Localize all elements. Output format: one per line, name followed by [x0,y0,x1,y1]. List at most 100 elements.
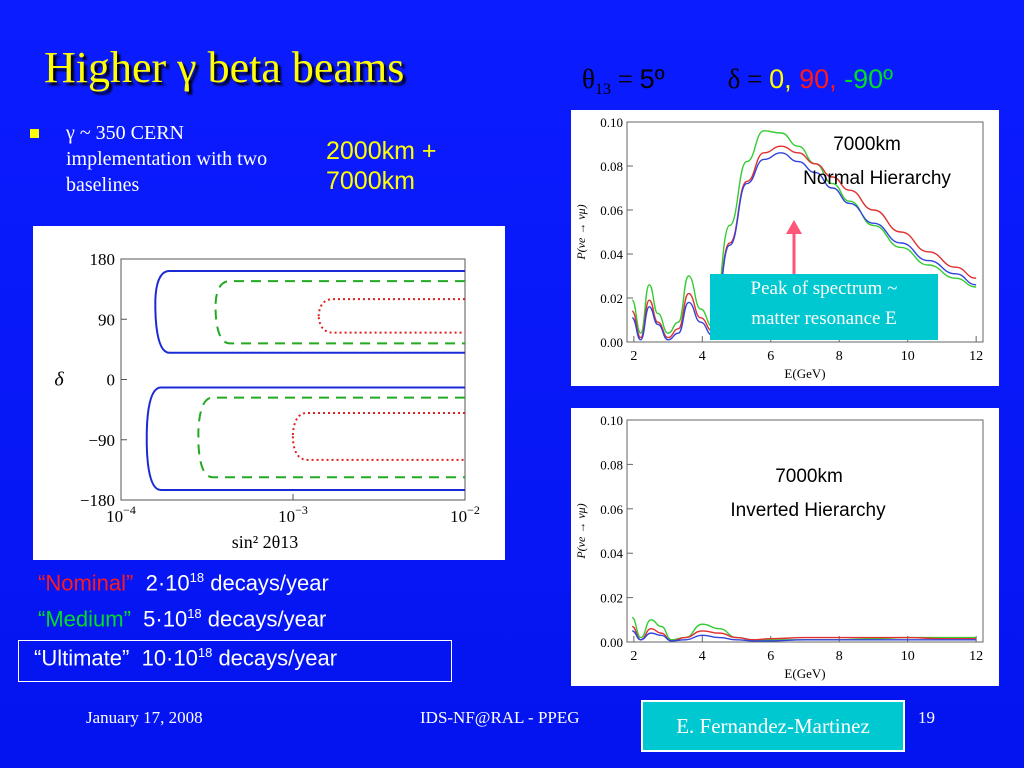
contour-plot-frame [120,258,466,501]
normal-plot-xtick-label: 8 [836,349,843,364]
inverted-plot-ytick-label: 0.04 [600,546,623,561]
normal-plot-title: 7000km [833,134,901,155]
contour-dashed-curve [214,280,465,345]
baselines-label: 2000km + 7000km [326,136,506,196]
normal-plot-series-line [631,152,977,341]
legend-nominal-value: 2·10 [145,570,190,596]
page-number: 19 [918,708,935,727]
legend-medium-exp: 18 [187,606,202,621]
footer-date: January 17, 2008 [86,708,203,727]
inverted-plot-ytick-label: 0.02 [600,591,623,606]
normal-plot-xlabel: E(GeV) [784,366,825,381]
legend-medium-value: 5·10 [143,606,188,632]
delta-symbol: δ [727,64,741,94]
inverted-plot-xlabel: E(GeV) [784,666,825,681]
delta-value-minus90: -90º [836,64,894,94]
inverted-hierarchy-panel: 0.00 0.02 0.04 0.06 0.08 0.10 2 4 6 8 10 12 E(GeV) P(… [571,408,999,686]
contour-ytick-label: −180 [80,491,115,510]
normal-plot-xtick-label: 2 [630,349,637,364]
callout-line-2: matter resonance E [751,308,897,329]
inverted-plot-xtick-label: 4 [699,649,706,664]
legend-nominal-exp: 18 [189,570,205,585]
contour-ytick-label: 180 [90,250,116,269]
contour-xtick-label: 10−3 [278,503,308,526]
contour-ytick-label: 0 [107,371,116,390]
normal-plot-xtick-label: 10 [901,349,915,364]
normal-hierarchy-panel: 0.00 0.02 0.04 0.06 0.08 0.10 2 4 6 8 10 12 E(GeV) P(… [571,110,999,386]
legend-ultimate-box [18,640,452,682]
legend-nominal: “Nominal” 2·1018 decays/year [38,570,329,596]
baselines-line-2: 7000km [326,167,415,195]
normal-plot-ytick-label: 0.06 [600,203,623,218]
inverted-plot-series-line [631,625,977,642]
contour-ytick-label: 90 [98,310,115,329]
footer-center: IDS-NF@RAL - PPEG [420,708,580,727]
inverted-plot-xtick-label: 12 [969,649,983,664]
contour-dotted-curve [291,411,465,461]
normal-plot-series-line [631,130,977,334]
inverted-plot-xtick-label: 8 [836,649,843,664]
contour-xtick-exp: −3 [295,503,308,517]
normal-plot-xtick-label: 6 [767,349,774,364]
inverted-plot-ytick-label: 0.00 [600,635,623,650]
delta-value-90: 90, [791,64,837,94]
theta-subscript: 13 [594,81,611,98]
callout-arrow-icon [786,220,802,278]
legend-nominal-unit: decays/year [204,570,329,596]
inverted-plot-ytick-label: 0.08 [600,457,623,472]
inverted-plot-title: 7000km [775,466,843,487]
inverted-plot-xtick-label: 6 [767,649,774,664]
delta-value-0: 0, [769,64,792,94]
legend-nominal-name: “Nominal” [38,570,134,596]
contour-xtick-label: 10−2 [450,503,480,526]
inverted-plot-series-line [631,630,977,642]
contour-solid-curve [154,270,465,354]
normal-plot-ylabel: P(νe → νμ) [574,204,588,260]
inverted-hierarchy-svg: 0.00 0.02 0.04 0.06 0.08 0.10 2 4 6 8 10 12 E(GeV) P(… [574,413,984,681]
normal-plot-ytick-label: 0.08 [600,159,623,174]
legend-ultimate: “Ultimate” 10·1018 decays/year [34,645,337,671]
contour-plot-svg: −180 −90 0 90 180 10−4 10−3 10−2 sin² 2θ13 δ [54,250,480,552]
inverted-plot-subtitle: Inverted Hierarchy [730,500,886,521]
inverted-plot-xtick-label: 10 [901,649,915,664]
author-name: E. Fernandez-Martinez [676,714,870,738]
legend-ultimate-name: “Ultimate” [34,645,130,671]
bullet-text: γ ~ 350 CERN implementation with two bas… [66,122,268,196]
normal-plot-ytick-label: 0.04 [600,247,623,262]
contour-solid-curve [145,386,465,491]
contour-plot-panel: −180 −90 0 90 180 10−4 10−3 10−2 sin² 2θ13 δ [33,226,505,560]
legend-ultimate-unit: decays/year [212,645,338,671]
inverted-plot-ytick-label: 0.06 [600,502,623,517]
contour-ytick-label: −90 [88,431,115,450]
author-box: E. Fernandez-Martinez [641,700,905,752]
baselines-line-1: 2000km + [326,137,437,165]
normal-plot-subtitle: Normal Hierarchy [803,168,951,189]
slide-title: Higher γ beta beams [44,42,404,93]
contour-ylabel: δ [54,369,64,391]
inverted-plot-ytick-label: 0.10 [600,413,623,428]
inverted-plot-frame [626,419,984,643]
normal-plot-ytick-label: 0.10 [600,115,623,130]
contour-dashed-curve [197,396,465,479]
bullet-square-icon [30,129,39,138]
slide-title-text: Higher γ beta beams [44,43,405,92]
legend-medium: “Medium” 5·1018 decays/year [38,606,326,632]
normal-plot-xtick-label: 12 [969,349,983,364]
normal-plot-ytick-label: 0.00 [600,335,623,350]
theta-symbol: θ [582,64,595,94]
contour-xtick-label: 10−4 [106,503,136,526]
callout-line-1: Peak of spectrum ~ [750,278,898,299]
legend-medium-name: “Medium” [38,606,131,632]
legend-ultimate-value: 10·10 [141,645,198,671]
inverted-plot-xtick-label: 2 [630,649,637,664]
contour-xtick-exp: −2 [467,503,480,517]
legend-ultimate-exp: 18 [197,645,213,660]
peak-callout: Peak of spectrum ~ matter resonance E [710,274,938,340]
contour-dotted-curve [317,298,465,334]
contour-xlabel: sin² 2θ13 [232,532,299,552]
theta-value: 5º [639,64,665,94]
normal-plot-frame [626,121,984,343]
legend-medium-unit: decays/year [201,606,327,632]
theta-equals: = [610,64,640,94]
inverted-plot-series-line [631,616,977,641]
